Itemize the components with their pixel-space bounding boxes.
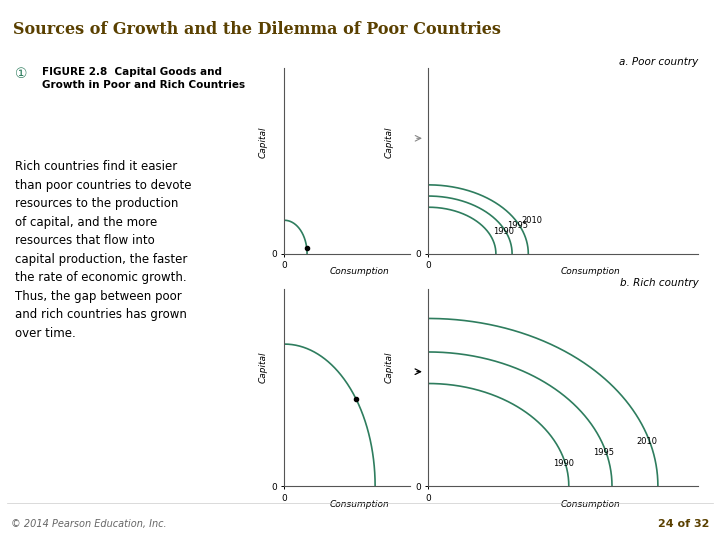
X-axis label: Consumption: Consumption — [561, 500, 620, 509]
Text: Rich countries find it easier
than poor countries to devote
resources to the pro: Rich countries find it easier than poor … — [15, 160, 192, 340]
Text: 2010: 2010 — [521, 216, 542, 225]
X-axis label: Consumption: Consumption — [330, 500, 390, 509]
X-axis label: Consumption: Consumption — [561, 267, 620, 276]
X-axis label: Consumption: Consumption — [330, 267, 390, 276]
Y-axis label: Capital: Capital — [259, 126, 268, 158]
Text: b. Rich country: b. Rich country — [620, 278, 698, 288]
Text: 1990: 1990 — [553, 459, 574, 468]
Text: 1995: 1995 — [507, 221, 528, 231]
Text: 1990: 1990 — [493, 227, 514, 236]
Text: © 2014 Pearson Education, Inc.: © 2014 Pearson Education, Inc. — [11, 519, 166, 529]
Text: Sources of Growth and the Dilemma of Poor Countries: Sources of Growth and the Dilemma of Poo… — [13, 21, 501, 38]
Text: a. Poor country: a. Poor country — [619, 57, 698, 67]
Text: 1995: 1995 — [593, 449, 614, 457]
Text: FIGURE 2.8  Capital Goods and
Growth in Poor and Rich Countries: FIGURE 2.8 Capital Goods and Growth in P… — [42, 68, 245, 91]
Text: ①: ① — [15, 68, 27, 82]
Y-axis label: Capital: Capital — [259, 352, 268, 383]
Y-axis label: Capital: Capital — [384, 126, 393, 158]
Text: 24 of 32: 24 of 32 — [658, 519, 709, 529]
Text: 2010: 2010 — [636, 437, 657, 446]
Y-axis label: Capital: Capital — [384, 352, 393, 383]
